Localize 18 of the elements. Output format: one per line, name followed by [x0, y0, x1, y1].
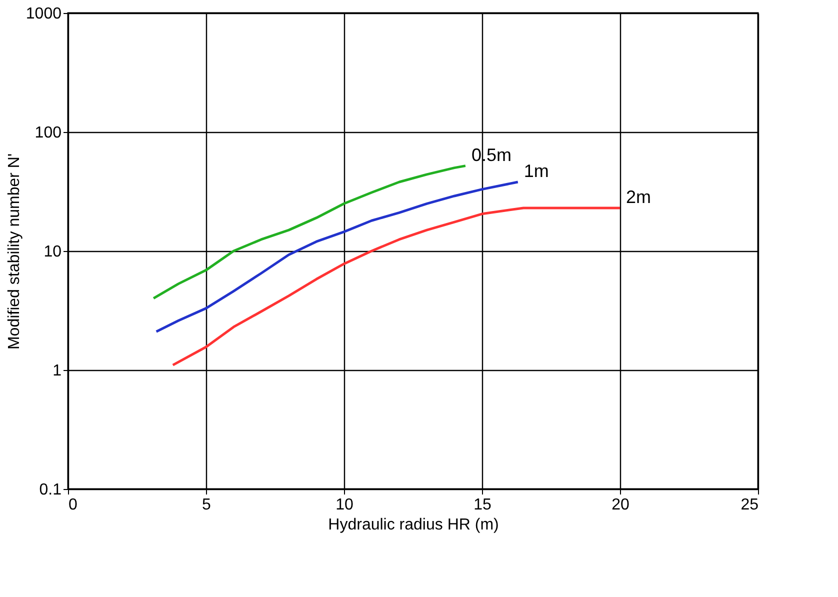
y-tick-label: 100: [34, 124, 62, 142]
y-tick-label: 10: [44, 244, 62, 260]
x-axis-title: Hydraulic radius HR (m): [328, 516, 499, 534]
x-tick-label: 5: [202, 496, 212, 514]
y-tick-label: 1000: [26, 6, 62, 22]
line-series: [155, 180, 520, 333]
y-tick-label: 0.1: [39, 482, 62, 498]
x-tick-label: 20: [612, 496, 630, 514]
x-tick-label: 15: [474, 496, 492, 514]
x-tick-label: 0: [68, 496, 78, 514]
line-series: [152, 164, 467, 300]
line-series: [172, 206, 622, 366]
series-label: 1m: [524, 161, 549, 182]
y-axis-title: Modified stability number N': [6, 153, 23, 350]
x-tick-label: 25: [740, 496, 759, 514]
series-label: 2m: [626, 186, 652, 207]
x-tick-label: 10: [336, 496, 354, 514]
y-tick-label: 1: [52, 362, 62, 380]
